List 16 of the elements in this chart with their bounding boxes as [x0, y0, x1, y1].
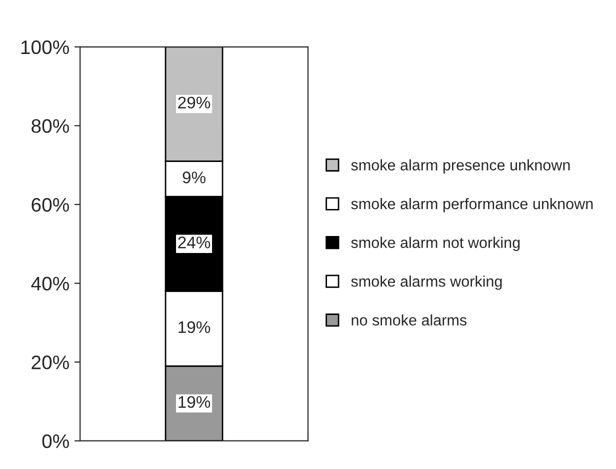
data-label: 19% [178, 321, 210, 334]
y-tick-label: 40% [31, 276, 69, 291]
y-tick-label: 100% [21, 40, 69, 54]
y-tick-label: 80% [32, 119, 69, 133]
y-tick-label: 60% [32, 198, 69, 212]
legend-label: smoke alarm not working [351, 236, 520, 252]
data-label: 29% [178, 96, 210, 108]
legend-label: smoke alarms working [351, 276, 502, 290]
y-tick-label: 20% [32, 356, 69, 370]
y-tick-label: 0% [42, 434, 69, 448]
data-label: 19% [178, 396, 210, 408]
legend-label: smoke alarm performance unknown [351, 198, 593, 212]
data-label: 9% [182, 172, 206, 184]
legend-label: smoke alarm presence unknown [351, 159, 570, 174]
data-label: 24% [178, 236, 210, 248]
legend-label: no smoke alarms [352, 314, 467, 326]
